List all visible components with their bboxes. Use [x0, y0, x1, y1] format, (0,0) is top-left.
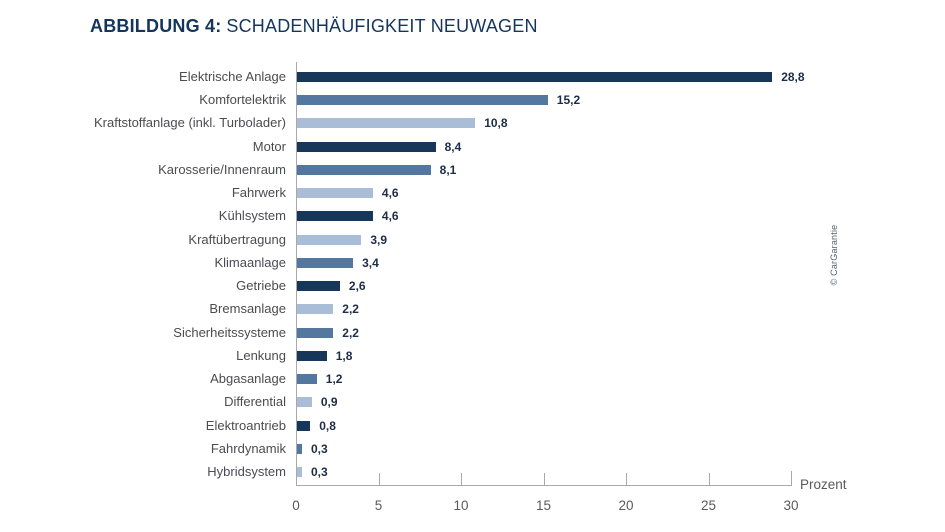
value-label: 3,9: [370, 232, 388, 247]
bar: [297, 466, 302, 477]
x-axis-line: [296, 485, 792, 486]
value-label: 1,8: [335, 348, 353, 363]
figure-title: ABBILDUNG 4: SCHADENHÄUFIGKEIT NEUWAGEN: [90, 16, 538, 37]
bar: [297, 164, 431, 175]
category-label: Kraftübertragung: [188, 231, 286, 247]
figure-title-text: SCHADENHÄUFIGKEIT NEUWAGEN: [226, 16, 538, 36]
bar: [297, 420, 311, 431]
x-axis-tick: [461, 473, 462, 485]
x-axis-tick: [543, 473, 545, 485]
x-axis-tick-label: 25: [700, 498, 717, 513]
category-label: Getriebe: [236, 278, 286, 294]
category-label: Elektroantrieb: [205, 417, 286, 433]
value-label: 2,2: [342, 302, 359, 317]
bar: [297, 234, 362, 245]
figure-title-prefix: ABBILDUNG 4:: [90, 16, 222, 36]
bar: [297, 327, 334, 338]
axis-end-cap: [791, 471, 792, 486]
y-axis-line: [296, 62, 297, 485]
category-label: Abgasanlage: [210, 371, 286, 387]
bar: [297, 95, 548, 106]
category-label: Komfortelektrik: [199, 92, 286, 108]
x-axis-tick-label: 10: [453, 498, 469, 513]
category-label: Motor: [252, 138, 286, 154]
copyright-credit: © CarGarantie: [829, 224, 839, 286]
bar: [297, 257, 354, 268]
category-label: Sicherheitssysteme: [173, 324, 286, 340]
value-label: 4,6: [381, 186, 399, 201]
category-label: Kraftstoffanlage (inkl. Turbolader): [94, 115, 286, 131]
value-label: 0,3: [310, 441, 328, 456]
value-label: 10,8: [484, 116, 508, 131]
value-label: 0,8: [319, 418, 336, 433]
value-label: 0,3: [310, 464, 328, 479]
category-label: Differential: [224, 394, 286, 410]
bar: [297, 72, 773, 82]
bar: [297, 281, 340, 292]
category-label: Bremsanlage: [209, 301, 286, 317]
x-axis-tick-label: 0: [292, 498, 300, 513]
bar: [297, 141, 436, 152]
value-label: 2,2: [342, 325, 359, 340]
bar: [297, 350, 327, 361]
value-label: 0,9: [320, 395, 338, 410]
category-label: Klimaanlage: [214, 254, 286, 270]
category-label: Lenkung: [236, 347, 286, 363]
x-axis-unit-label: Prozent: [800, 477, 847, 492]
category-label: Fahrwerk: [231, 185, 286, 201]
bar: [297, 443, 302, 454]
category-label: Fahrdynamik: [210, 440, 286, 456]
bar: [297, 374, 317, 385]
bar: [297, 397, 312, 408]
bar: [297, 118, 476, 129]
value-label: 28,8: [781, 70, 805, 84]
category-label: Kühlsystem: [218, 208, 286, 224]
category-label: Elektrische Anlage: [179, 69, 286, 84]
value-label: 4,6: [381, 209, 399, 224]
x-axis-tick: [378, 473, 380, 485]
category-label: Karosserie/Innenraum: [158, 161, 286, 177]
bar: [297, 188, 373, 199]
value-label: 3,4: [362, 255, 379, 270]
value-label: 1,2: [325, 372, 343, 387]
value-label: 2,6: [348, 279, 366, 294]
value-label: 8,1: [439, 162, 457, 177]
x-axis-tick: [708, 473, 710, 485]
bar: [297, 304, 334, 315]
x-axis-tick: [626, 473, 627, 485]
x-axis-tick-label: 20: [618, 498, 634, 513]
bar: [297, 211, 373, 222]
value-label: 15,2: [556, 93, 581, 108]
value-label: 8,4: [444, 139, 462, 154]
x-axis-tick-label: 30: [783, 498, 799, 513]
x-axis-tick-label: 15: [535, 498, 552, 513]
category-label: Hybridsystem: [207, 463, 286, 479]
x-axis-tick-label: 5: [374, 498, 383, 513]
